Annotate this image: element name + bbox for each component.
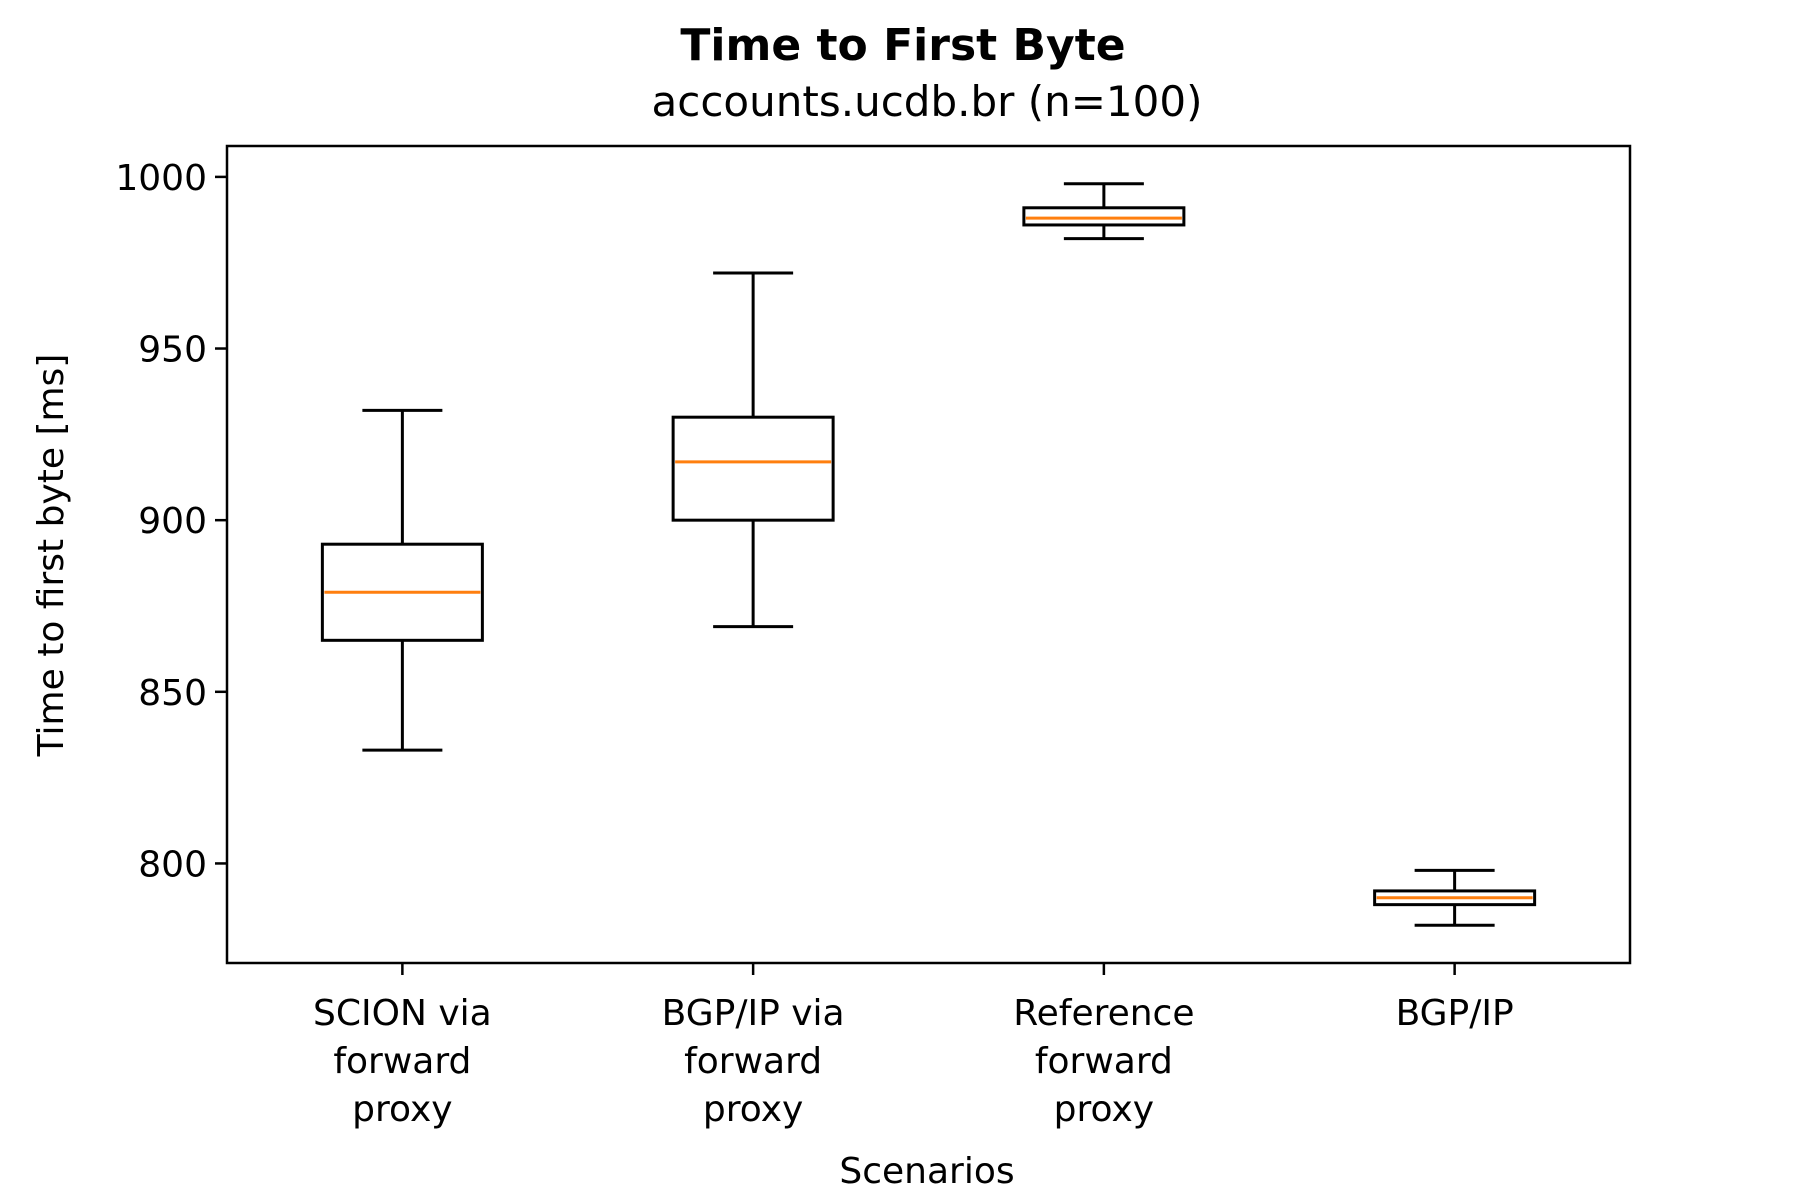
- iqr-box: [1022, 206, 1186, 227]
- x-tick-label-line: forward: [684, 1041, 822, 1082]
- x-tick-label: SCION via forward proxy: [313, 993, 492, 1130]
- y-tick-label: 850: [138, 673, 207, 714]
- x-tick-label: BGP/IP: [1396, 993, 1514, 1034]
- x-tick-label-line: Reference: [1013, 993, 1194, 1034]
- x-tick-label: BGP/IP via forward proxy: [662, 993, 845, 1130]
- x-tick-label-line: forward: [1035, 1041, 1173, 1082]
- x-tick-label-line: BGP/IP via: [662, 993, 845, 1034]
- y-tick-label: 950: [138, 330, 207, 371]
- y-tick-label: 1000: [115, 158, 207, 199]
- iqr-box: [320, 542, 484, 642]
- plot-frame: [225, 144, 1632, 965]
- y-axis-label: Time to first byte [ms]: [31, 354, 72, 758]
- x-tick-label: Reference forward proxy: [1013, 993, 1194, 1130]
- y-tick-label: 900: [138, 501, 207, 542]
- x-tick-label-line: proxy: [352, 1089, 452, 1130]
- x-tick-label-line: BGP/IP: [1396, 993, 1514, 1034]
- chart-title: Time to First Byte: [680, 20, 1125, 71]
- chart-subtitle: accounts.ucdb.br (n=100): [652, 77, 1203, 126]
- x-axis-label: Scenarios: [839, 1151, 1014, 1192]
- iqr-box: [1373, 889, 1537, 907]
- iqr-box: [671, 415, 835, 522]
- x-tick-label-line: proxy: [1054, 1089, 1154, 1130]
- x-tick-label-line: SCION via: [313, 993, 492, 1034]
- x-tick-label-line: forward: [333, 1041, 471, 1082]
- y-tick-label: 800: [138, 844, 207, 885]
- x-tick-label-line: proxy: [703, 1089, 803, 1130]
